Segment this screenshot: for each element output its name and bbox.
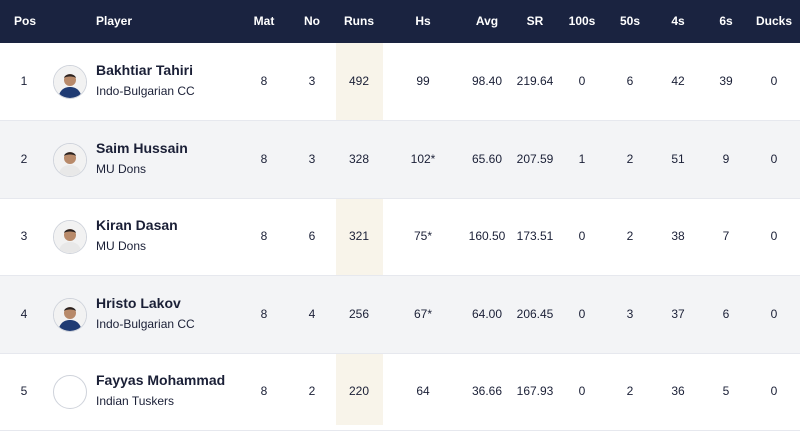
runs-cell: 328 (348, 151, 370, 166)
col-header-ducks: Ducks (755, 14, 793, 28)
player-name[interactable]: Hristo Lakov (96, 294, 181, 311)
table-header: Pos Player Mat No Runs Hs Avg SR 100s 50… (0, 0, 800, 43)
sixes-cell: 6 (722, 306, 730, 321)
avg-cell: 64.00 (471, 306, 503, 321)
fours-cell: 36 (671, 384, 685, 398)
mat-cell: 8 (260, 384, 268, 398)
ducks-cell: 0 (770, 384, 778, 398)
table-row[interactable]: 3 Kiran Dasan MU Dons 8 6 321 75* 160.50… (0, 198, 800, 276)
player-team: Indian Tuskers (96, 394, 175, 408)
sr-cell: 206.45 (516, 306, 554, 321)
fours-cell: 51 (671, 151, 685, 166)
col-header-50s: 50s (619, 14, 641, 28)
player-name[interactable]: Saim Hussain (96, 139, 188, 156)
player-photo-icon (53, 220, 87, 254)
sixes-cell: 5 (722, 384, 730, 398)
runs-column-highlight (336, 43, 383, 425)
sr-cell: 207.59 (516, 151, 554, 166)
ducks-cell: 0 (770, 74, 778, 88)
hundreds-cell: 0 (578, 306, 586, 321)
player-placeholder-icon (53, 375, 87, 409)
pos-cell: 4 (20, 306, 28, 321)
player-photo-icon (53, 65, 87, 99)
hs-cell: 67* (413, 306, 433, 321)
runs-cell: 256 (348, 306, 370, 321)
no-cell: 6 (308, 229, 316, 243)
sr-cell: 219.64 (516, 74, 554, 88)
col-header-4s: 4s (671, 14, 685, 28)
no-cell: 4 (308, 306, 316, 321)
avg-cell: 36.66 (471, 384, 503, 398)
player-name[interactable]: Fayyas Mohammad (96, 372, 226, 388)
sixes-cell: 9 (722, 151, 730, 166)
table-row[interactable]: 2 Saim Hussain MU Dons 8 3 328 102* 65.6… (0, 120, 800, 199)
avg-cell: 65.60 (471, 151, 503, 166)
fours-cell: 38 (671, 229, 685, 243)
player-photo-icon (53, 142, 87, 177)
pos-cell: 2 (20, 151, 28, 166)
hundreds-cell: 0 (578, 74, 586, 88)
mat-cell: 8 (260, 74, 268, 88)
table-row[interactable]: 5 Fayyas Mohammad Indian Tuskers 8 2 220… (0, 353, 800, 431)
mat-cell: 8 (260, 151, 268, 166)
avg-cell: 160.50 (468, 229, 506, 243)
hs-cell: 64 (416, 384, 430, 398)
hundreds-cell: 0 (578, 384, 586, 398)
player-team: Indo-Bulgarian CC (96, 84, 195, 98)
fours-cell: 42 (671, 74, 685, 88)
hs-cell: 102* (410, 151, 436, 166)
pos-cell: 3 (20, 229, 28, 243)
col-header-sr: SR (526, 14, 544, 28)
no-cell: 2 (308, 384, 316, 398)
hundreds-cell: 1 (578, 151, 586, 166)
pos-cell: 1 (20, 74, 28, 88)
pos-cell: 5 (20, 384, 28, 398)
fifties-cell: 2 (626, 151, 634, 166)
player-team: Indo-Bulgarian CC (96, 316, 195, 331)
avg-cell: 98.40 (471, 74, 503, 88)
hs-cell: 75* (413, 229, 433, 243)
sixes-cell: 39 (719, 74, 733, 88)
col-header-no: No (304, 14, 320, 28)
sr-cell: 167.93 (516, 384, 554, 398)
fifties-cell: 2 (626, 384, 634, 398)
hundreds-cell: 0 (578, 229, 586, 243)
hs-cell: 99 (416, 74, 430, 88)
ducks-cell: 0 (770, 151, 778, 166)
fifties-cell: 2 (626, 229, 634, 243)
fifties-cell: 6 (626, 74, 634, 88)
player-name[interactable]: Bakhtiar Tahiri (96, 62, 193, 78)
col-header-6s: 6s (719, 14, 733, 28)
col-header-hs: Hs (415, 14, 431, 28)
player-photo-icon (53, 297, 87, 332)
table-row[interactable]: 4 Hristo Lakov Indo-Bulgarian CC 8 4 256… (0, 275, 800, 354)
player-team: MU Dons (96, 161, 147, 176)
col-header-mat: Mat (253, 14, 275, 28)
col-header-avg: Avg (475, 14, 499, 28)
runs-cell: 220 (348, 384, 370, 398)
runs-cell: 321 (348, 229, 370, 243)
col-header-100s: 100s (568, 14, 596, 28)
no-cell: 3 (308, 151, 316, 166)
fours-cell: 37 (671, 306, 685, 321)
mat-cell: 8 (260, 229, 268, 243)
player-team: MU Dons (96, 239, 147, 253)
ducks-cell: 0 (770, 229, 778, 243)
col-header-pos: Pos (14, 14, 37, 28)
ducks-cell: 0 (770, 306, 778, 321)
runs-cell: 492 (348, 74, 370, 88)
col-header-player: Player (96, 14, 133, 28)
sr-cell: 173.51 (516, 229, 554, 243)
player-name[interactable]: Kiran Dasan (96, 217, 178, 233)
sixes-cell: 7 (722, 229, 730, 243)
table-row[interactable]: 1 Bakhtiar Tahiri Indo-Bulgarian CC 8 3 … (0, 43, 800, 121)
col-header-runs: Runs (344, 14, 374, 28)
mat-cell: 8 (260, 306, 268, 321)
no-cell: 3 (308, 74, 316, 88)
fifties-cell: 3 (626, 306, 634, 321)
